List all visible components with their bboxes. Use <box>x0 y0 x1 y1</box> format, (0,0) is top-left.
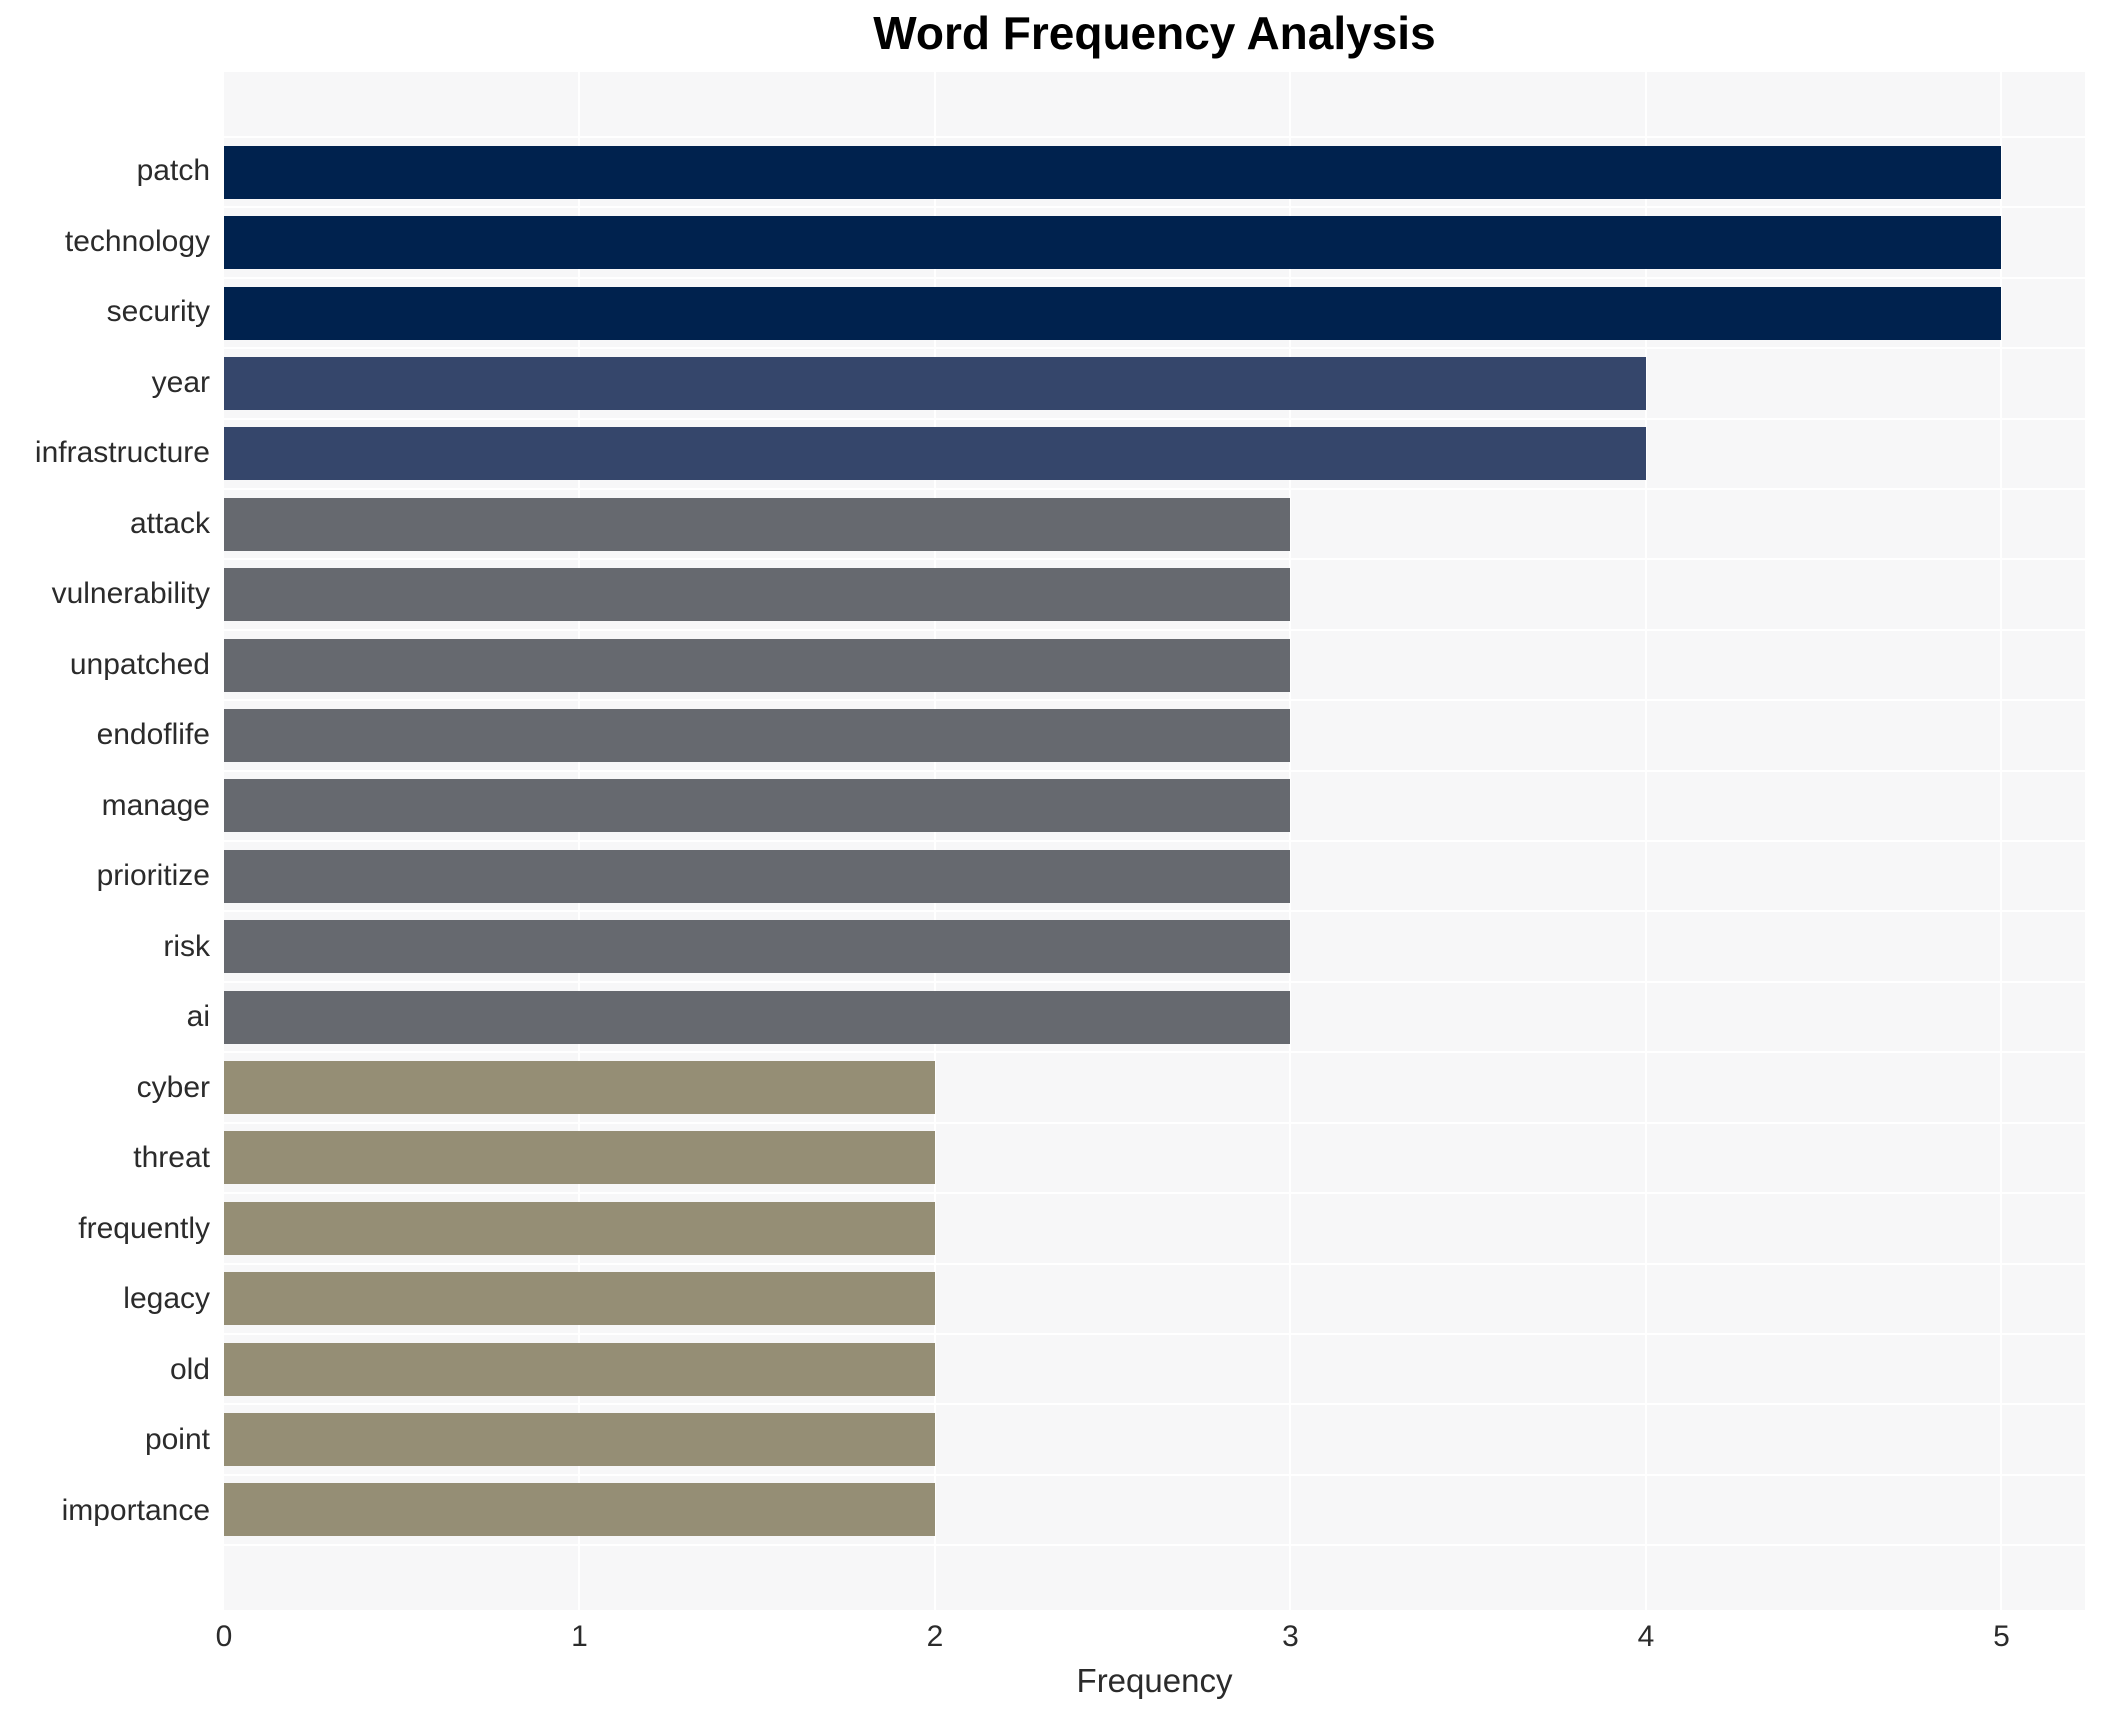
category-label-year: year <box>151 365 210 399</box>
bar-row <box>224 840 2085 910</box>
bar-row <box>224 1332 2085 1403</box>
frequency-bar-attack <box>224 497 1291 551</box>
frequency-bar-threat <box>224 1131 935 1185</box>
bar-row <box>224 910 2085 980</box>
bar-row <box>224 206 2085 276</box>
bar-row <box>224 1262 2085 1333</box>
frequency-bar-risk <box>224 920 1291 974</box>
bar-row <box>224 1403 2085 1473</box>
bar-row <box>224 1051 2085 1121</box>
category-label-frequently: frequently <box>78 1211 210 1245</box>
chart-title: Word Frequency Analysis <box>873 7 1436 59</box>
category-label-technology: technology <box>64 224 210 258</box>
frequency-bar-unpatched <box>224 638 1291 692</box>
category-label-legacy: legacy <box>123 1282 210 1316</box>
category-label-prioritize: prioritize <box>96 859 210 893</box>
bar-row <box>224 1192 2085 1262</box>
category-label-old: old <box>169 1352 210 1386</box>
plot-area <box>224 72 2085 1610</box>
frequency-bar-security <box>224 286 2002 340</box>
category-label-unpatched: unpatched <box>69 647 210 681</box>
category-label-point: point <box>144 1423 210 1457</box>
frequency-bar-technology <box>224 216 2002 270</box>
category-label-infrastructure: infrastructure <box>34 436 210 470</box>
frequency-bar-legacy <box>224 1272 935 1326</box>
x-tick-label-4: 4 <box>1637 1620 1655 1653</box>
x-tick-label-3: 3 <box>1282 1620 1299 1653</box>
bar-row <box>224 1121 2085 1192</box>
category-label-attack: attack <box>129 506 210 540</box>
frequency-bar-point <box>224 1413 935 1467</box>
frequency-bar-importance <box>224 1483 935 1537</box>
frequency-bar-cyber <box>224 1060 935 1114</box>
frequency-bar-ai <box>224 990 1291 1044</box>
frequency-bar-manage <box>224 779 1291 833</box>
frequency-bar-old <box>224 1342 935 1396</box>
bar-rows <box>224 72 2085 1610</box>
category-label-endoflife: endoflife <box>96 718 210 752</box>
x-axis-ticks: 0 1 2 3 4 5 <box>216 1620 2085 1664</box>
x-tick-label-5: 5 <box>1993 1620 2010 1653</box>
frequency-bar-infrastructure <box>224 427 1646 481</box>
category-label-vulnerability: vulnerability <box>51 577 210 611</box>
bar-row <box>224 699 2085 769</box>
x-tick-label-0: 0 <box>215 1620 233 1653</box>
bar-row <box>224 980 2085 1051</box>
category-label-ai: ai <box>186 1000 210 1034</box>
frequency-bar-year <box>224 356 1646 410</box>
category-label-threat: threat <box>133 1141 210 1175</box>
bar-row <box>224 136 2085 206</box>
x-tick-label-1: 1 <box>571 1620 588 1653</box>
frequency-bar-endoflife <box>224 708 1291 762</box>
frequency-bar-frequently <box>224 1201 935 1255</box>
bar-row <box>224 276 2085 347</box>
bar-row <box>224 628 2085 699</box>
category-label-manage: manage <box>101 788 210 822</box>
bar-row <box>224 347 2085 417</box>
x-tick-label-2: 2 <box>926 1620 944 1653</box>
category-label-risk: risk <box>163 929 210 963</box>
bar-row <box>224 417 2085 488</box>
x-axis-title: Frequency <box>1076 1662 1233 1699</box>
bar-row <box>224 1473 2085 1547</box>
frequency-bar-patch <box>224 145 2002 199</box>
category-label-patch: patch <box>136 154 210 188</box>
frequency-bar-vulnerability <box>224 568 1291 622</box>
category-label-importance: importance <box>61 1493 210 1527</box>
bar-row <box>224 558 2085 628</box>
frequency-bar-prioritize <box>224 849 1291 903</box>
bar-row <box>224 488 2085 558</box>
category-label-security: security <box>106 295 210 329</box>
bar-row <box>224 769 2085 840</box>
category-label-cyber: cyber <box>136 1070 210 1104</box>
y-axis-labels: patch technology security year infrastructur… <box>0 72 210 1610</box>
